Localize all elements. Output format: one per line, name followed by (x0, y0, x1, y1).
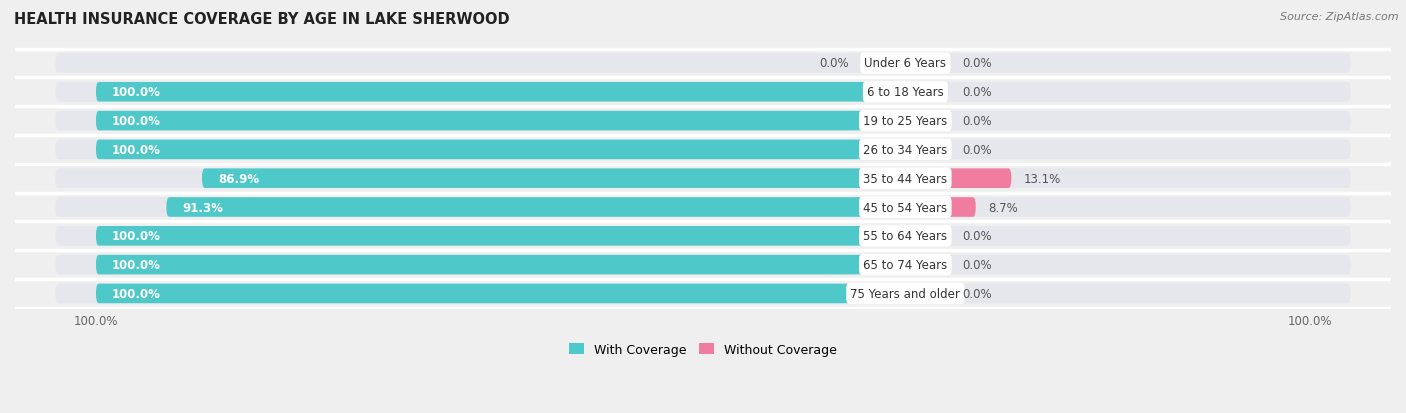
FancyBboxPatch shape (905, 112, 946, 131)
Text: 0.0%: 0.0% (962, 57, 991, 70)
Legend: With Coverage, Without Coverage: With Coverage, Without Coverage (564, 338, 842, 361)
FancyBboxPatch shape (905, 83, 946, 102)
FancyBboxPatch shape (202, 169, 905, 189)
Text: 0.0%: 0.0% (820, 57, 849, 70)
Text: 100.0%: 100.0% (112, 230, 162, 243)
Text: 0.0%: 0.0% (962, 287, 991, 300)
Text: 55 to 64 Years: 55 to 64 Years (863, 230, 948, 243)
Text: 100.0%: 100.0% (112, 287, 162, 300)
FancyBboxPatch shape (905, 198, 976, 217)
Text: 100.0%: 100.0% (112, 86, 162, 99)
FancyBboxPatch shape (96, 284, 905, 304)
FancyBboxPatch shape (55, 169, 1351, 189)
Text: 91.3%: 91.3% (183, 201, 224, 214)
FancyBboxPatch shape (55, 112, 1351, 131)
Text: 100.0%: 100.0% (112, 115, 162, 128)
Text: 6 to 18 Years: 6 to 18 Years (868, 86, 943, 99)
Text: 65 to 74 Years: 65 to 74 Years (863, 259, 948, 271)
Text: Under 6 Years: Under 6 Years (865, 57, 946, 70)
FancyBboxPatch shape (905, 169, 1011, 189)
Text: 100.0%: 100.0% (112, 259, 162, 271)
Text: 19 to 25 Years: 19 to 25 Years (863, 115, 948, 128)
Text: Source: ZipAtlas.com: Source: ZipAtlas.com (1281, 12, 1399, 22)
FancyBboxPatch shape (905, 54, 946, 74)
FancyBboxPatch shape (96, 112, 905, 131)
FancyBboxPatch shape (55, 284, 1351, 304)
FancyBboxPatch shape (905, 226, 946, 246)
Text: 100.0%: 100.0% (112, 144, 162, 157)
Text: 8.7%: 8.7% (988, 201, 1018, 214)
Text: HEALTH INSURANCE COVERAGE BY AGE IN LAKE SHERWOOD: HEALTH INSURANCE COVERAGE BY AGE IN LAKE… (14, 12, 510, 27)
Text: 0.0%: 0.0% (962, 259, 991, 271)
FancyBboxPatch shape (55, 83, 1351, 102)
FancyBboxPatch shape (96, 226, 905, 246)
Text: 35 to 44 Years: 35 to 44 Years (863, 172, 948, 185)
FancyBboxPatch shape (166, 198, 905, 217)
FancyBboxPatch shape (865, 54, 905, 74)
Text: 0.0%: 0.0% (962, 230, 991, 243)
Text: 13.1%: 13.1% (1024, 172, 1060, 185)
Text: 0.0%: 0.0% (962, 144, 991, 157)
FancyBboxPatch shape (55, 255, 1351, 275)
Text: 0.0%: 0.0% (962, 115, 991, 128)
FancyBboxPatch shape (905, 284, 946, 304)
Text: 26 to 34 Years: 26 to 34 Years (863, 144, 948, 157)
FancyBboxPatch shape (96, 83, 905, 102)
FancyBboxPatch shape (905, 140, 946, 160)
FancyBboxPatch shape (55, 54, 1351, 74)
FancyBboxPatch shape (55, 226, 1351, 246)
Text: 0.0%: 0.0% (962, 86, 991, 99)
Text: 75 Years and older: 75 Years and older (851, 287, 960, 300)
FancyBboxPatch shape (96, 140, 905, 160)
Text: 86.9%: 86.9% (218, 172, 259, 185)
FancyBboxPatch shape (55, 198, 1351, 217)
FancyBboxPatch shape (96, 255, 905, 275)
FancyBboxPatch shape (905, 255, 946, 275)
FancyBboxPatch shape (55, 140, 1351, 160)
Text: 45 to 54 Years: 45 to 54 Years (863, 201, 948, 214)
